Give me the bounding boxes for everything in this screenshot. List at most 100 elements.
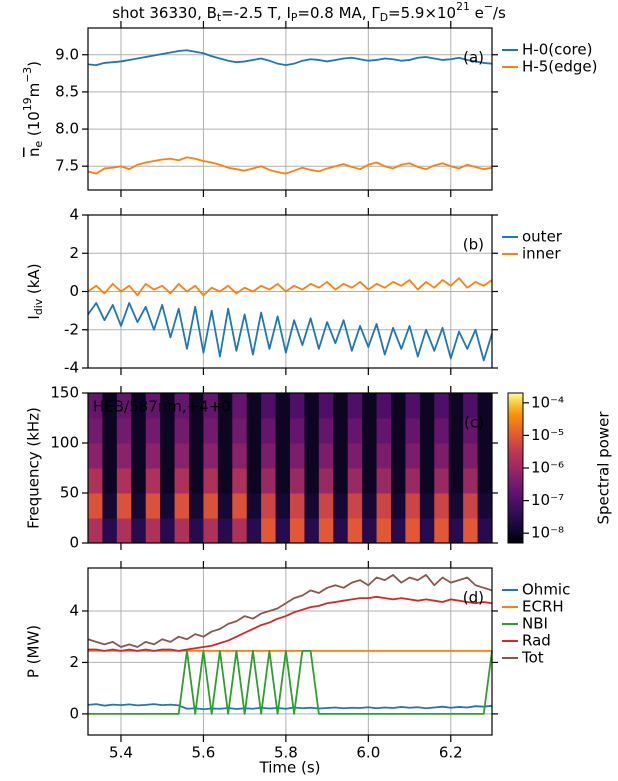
heatmap-cell	[217, 468, 233, 494]
heatmap-cell	[261, 443, 277, 469]
x-tick-label: 5.8	[274, 744, 298, 762]
heatmap-cell	[347, 493, 363, 519]
heatmap-cell	[391, 418, 406, 444]
heatmap-cell	[261, 418, 277, 444]
heatmap-cell	[246, 418, 262, 444]
plot-frame	[87, 392, 493, 544]
heatmap-cell	[304, 393, 320, 419]
heatmap-cell	[203, 443, 219, 469]
y-axis-label: P (MW)	[25, 625, 43, 678]
plot-lines	[87, 49, 493, 175]
colorbar-tick-label: 10⁻⁵	[531, 426, 564, 444]
text-segment: I	[25, 315, 43, 319]
text-segment: t	[217, 11, 221, 24]
heatmap-cell	[203, 468, 219, 494]
y-tick-label: 4	[69, 601, 79, 619]
heatmap-cell	[189, 393, 204, 419]
y-tick-label: 0	[69, 704, 79, 722]
x-tick-label: 5.4	[109, 744, 133, 762]
heatmap-cell	[347, 418, 363, 444]
heatmap-cell	[318, 418, 334, 444]
heatmap-cell	[463, 493, 479, 519]
heatmap-cell	[376, 443, 392, 469]
heatmap-cell	[261, 393, 277, 419]
text-segment: shot 36330, B	[112, 4, 217, 22]
heatmap-cell	[261, 468, 277, 494]
heatmap-cell	[290, 393, 305, 419]
plot-lines	[87, 574, 493, 715]
heatmap-cell	[246, 443, 262, 469]
heatmap-cell	[131, 468, 147, 494]
heatmap-cell	[116, 493, 132, 519]
heatmap-cell	[145, 393, 161, 419]
text-segment: D	[380, 11, 388, 24]
y-axis-label: ne (1019m−3)	[21, 61, 45, 157]
text-segment: −	[484, 0, 493, 13]
heatmap-cell	[477, 443, 493, 469]
heatmap-cell	[217, 393, 233, 419]
heatmap-cell	[88, 418, 103, 444]
heatmap-cell	[318, 393, 334, 419]
y-tick-label: 4	[69, 206, 79, 224]
series-line	[87, 574, 493, 648]
heatmap-cell	[203, 493, 219, 519]
panel-label: (b)	[463, 236, 484, 254]
text-segment: (10	[25, 111, 43, 141]
heatmap-cell	[362, 418, 378, 444]
y-tick-label: 9.0	[55, 45, 79, 63]
colorbar-tick-label: 10⁻⁸	[531, 524, 564, 542]
chart-title: shot 36330, Bt=-2.5 T, IP=0.8 MA, ΓD=5.9…	[112, 0, 506, 24]
heatmap-cell	[463, 393, 479, 419]
heatmap-cell	[477, 493, 493, 519]
heatmap-cell	[189, 418, 204, 444]
heatmap-cell	[116, 518, 132, 544]
heatmap-cell	[174, 468, 190, 494]
heatmap-cell	[275, 493, 291, 519]
heatmap-cell	[347, 443, 363, 469]
heatmap-cell	[174, 443, 190, 469]
series-line	[87, 302, 493, 362]
text-segment: =5.9×10	[388, 4, 456, 22]
heatmap-cell	[391, 518, 406, 544]
heatmap-cell	[174, 518, 190, 544]
text-segment: m	[25, 83, 43, 98]
y-tick-label: 0	[69, 282, 79, 300]
heatmap-cell	[318, 468, 334, 494]
heatmap-cell	[131, 443, 147, 469]
heatmap-cell	[290, 518, 305, 544]
heatmap-cell	[304, 468, 320, 494]
heatmap-cell	[391, 493, 406, 519]
heatmap-cell	[102, 468, 118, 494]
heatmap-cell	[145, 418, 161, 444]
heatmap-cell	[116, 393, 132, 419]
y-tick-label: 2	[69, 244, 79, 262]
heatmap-cell	[434, 443, 450, 469]
heatmap-cell	[290, 468, 305, 494]
y-tick-label: 50	[60, 484, 79, 502]
y-axis-label: Frequency (kHz)	[25, 407, 43, 529]
heatmap-cell	[347, 468, 363, 494]
colorbar-tick-label: 10⁻⁴	[531, 393, 564, 411]
heatmap-cell	[275, 443, 291, 469]
heatmap-cell	[174, 493, 190, 519]
heatmap-cell	[376, 393, 392, 419]
heatmap-cell	[434, 418, 450, 444]
y-tick-label: 0	[69, 534, 79, 552]
heatmap-cell	[131, 518, 147, 544]
heatmap-cell	[434, 468, 450, 494]
legend-label: outer	[522, 228, 563, 246]
heatmap-cell	[362, 518, 378, 544]
heatmap-cell	[102, 443, 118, 469]
series-line	[87, 156, 493, 175]
heatmap-cell	[217, 443, 233, 469]
heatmap-cell	[405, 493, 421, 519]
heatmap-cell	[405, 468, 421, 494]
heatmap-cell	[333, 443, 349, 469]
heatmap-cell	[217, 518, 233, 544]
heatmap-cell	[391, 468, 406, 494]
heatmap-cell	[232, 468, 248, 494]
heatmap-cell	[232, 443, 248, 469]
y-tick-label: -2	[64, 320, 79, 338]
